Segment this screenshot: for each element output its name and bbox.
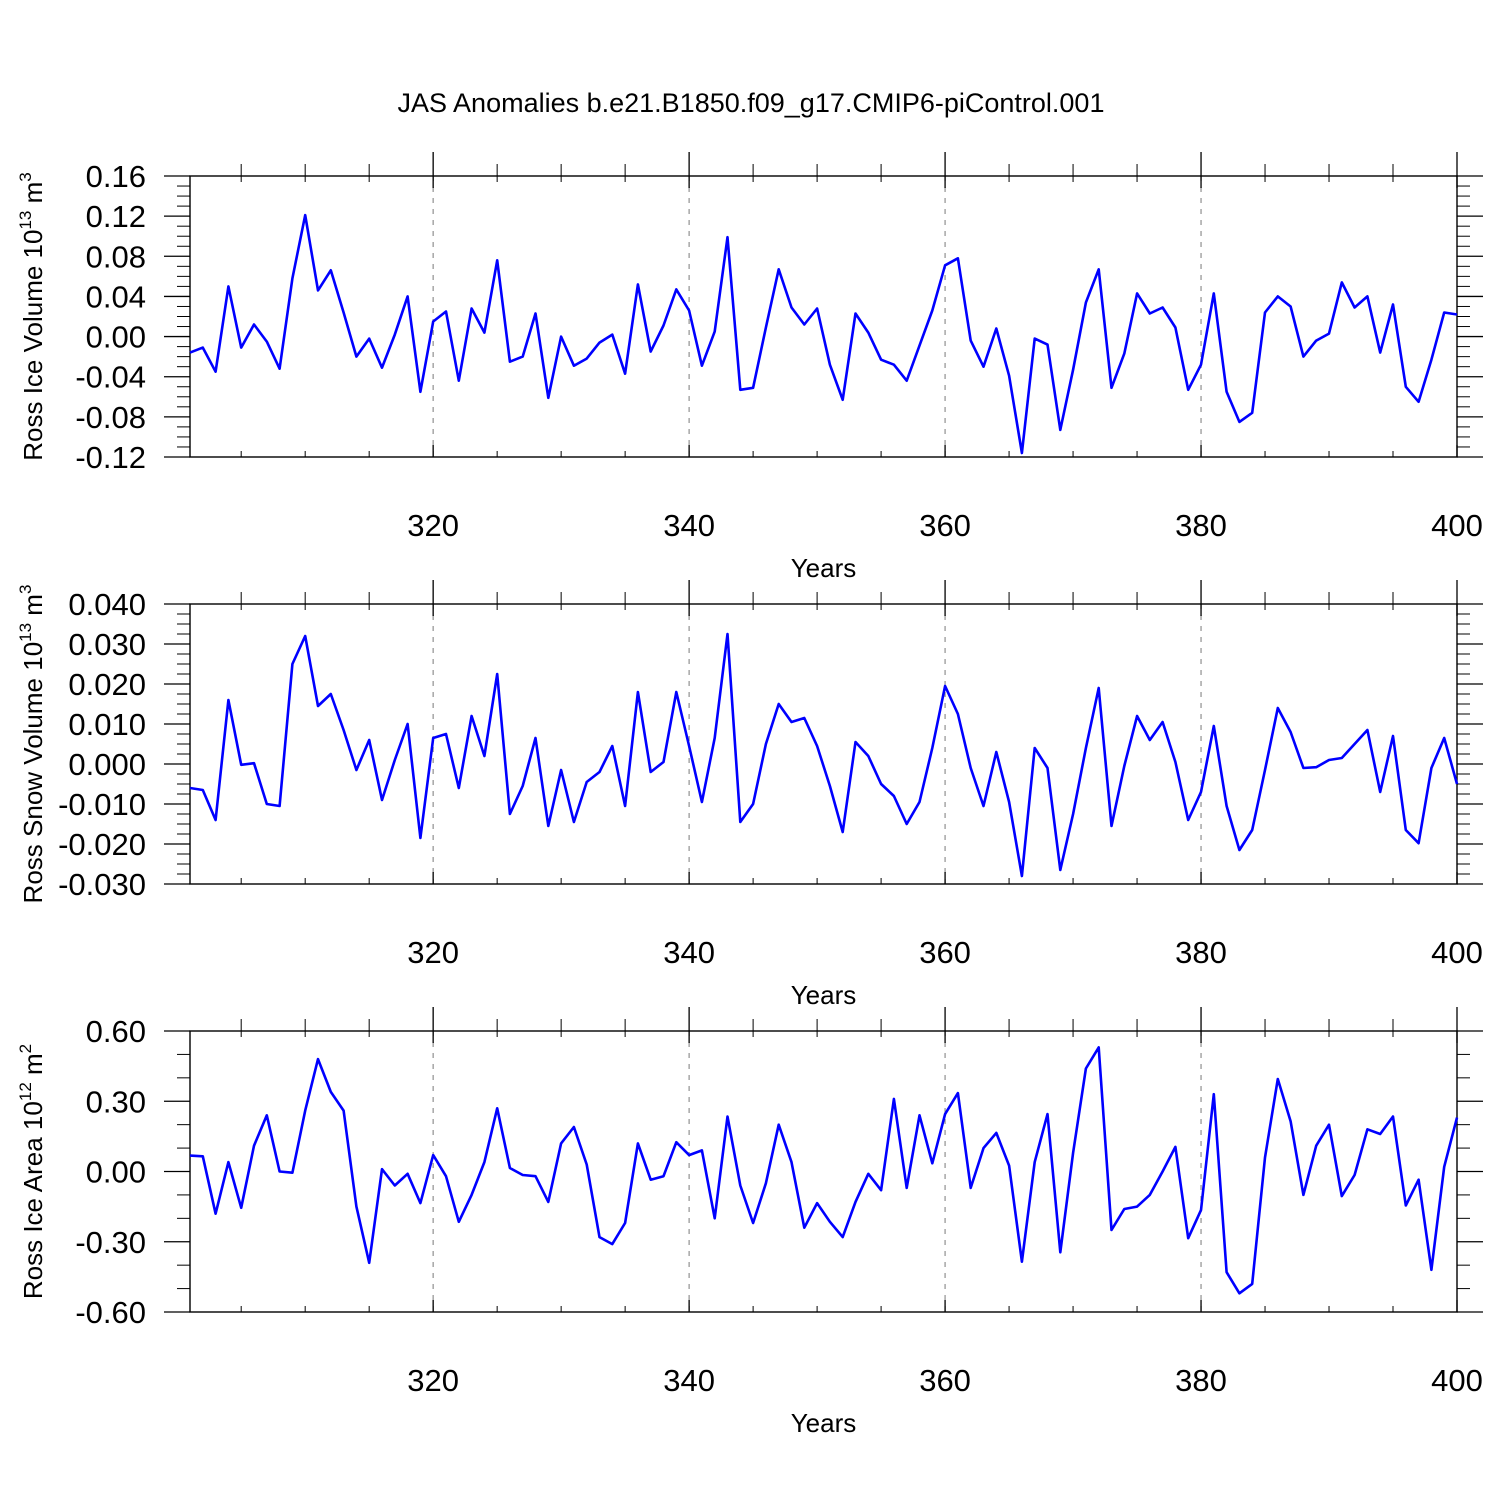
y-tick-label: -0.04 <box>75 360 146 395</box>
x-tick-label: 380 <box>1175 1363 1227 1398</box>
y-axis-label: Ross Ice Volume 1013 m3 <box>16 172 48 461</box>
y-tick-label: -0.030 <box>58 867 146 902</box>
y-tick-label: 0.030 <box>68 627 146 662</box>
y-tick-label: 0.16 <box>86 159 146 194</box>
y-tick-label: -0.020 <box>58 827 146 862</box>
x-tick-label: 320 <box>407 1363 459 1398</box>
x-tick-label: 320 <box>407 508 459 543</box>
x-tick-label: 400 <box>1431 508 1483 543</box>
y-tick-label: -0.60 <box>75 1295 146 1330</box>
y-tick-label: 0.12 <box>86 199 146 234</box>
y-tick-label: 0.020 <box>68 667 146 702</box>
series-line <box>189 213 1458 455</box>
y-tick-label: 0.04 <box>86 279 146 314</box>
x-axis-label: Years <box>791 980 857 1010</box>
y-tick-label: 0.00 <box>86 1155 146 1190</box>
y-axis-label: Ross Ice Area 1012 m2 <box>16 1044 48 1299</box>
series-line <box>189 632 1459 878</box>
y-tick-label: -0.30 <box>75 1225 146 1260</box>
y-tick-label: -0.08 <box>75 400 146 435</box>
x-tick-label: 340 <box>663 935 715 970</box>
chart-title: JAS Anomalies b.e21.B1850.f09_g17.CMIP6-… <box>398 88 1105 118</box>
x-tick-label: 340 <box>663 508 715 543</box>
y-tick-label: 0.00 <box>86 320 146 355</box>
y-tick-label: 0.000 <box>68 747 146 782</box>
y-tick-label: 0.040 <box>68 587 146 622</box>
panel-ice-area: -0.60 -0.30 0.00 0.30 0.60 320 340 360 380 400 Yea… <box>16 1007 1483 1438</box>
x-tick-label: 320 <box>407 935 459 970</box>
y-axis-label: Ross Snow Volume 1013 m3 <box>16 585 48 904</box>
y-tick-label: 0.30 <box>86 1084 146 1119</box>
plot-frame <box>189 1030 1458 1313</box>
y-tick-label: -0.010 <box>58 787 146 822</box>
panel-ice-volume: -0.12 -0.08 -0.04 0.00 0.04 0.08 0.12 0.16 320 34… <box>16 152 1483 583</box>
x-tick-label: 360 <box>919 508 971 543</box>
plot-frame <box>189 175 1458 458</box>
y-tick-label: 0.08 <box>86 239 146 274</box>
y-tick-label: -0.12 <box>75 440 146 475</box>
x-axis-label: Years <box>791 553 857 583</box>
series-line <box>189 1046 1459 1295</box>
y-tick-label: 0.60 <box>86 1014 146 1049</box>
x-axis-label: Years <box>791 1408 857 1438</box>
y-tick-label: 0.010 <box>68 707 146 742</box>
x-tick-label: 400 <box>1431 935 1483 970</box>
x-tick-label: 380 <box>1175 935 1227 970</box>
x-tick-label: 380 <box>1175 508 1227 543</box>
x-tick-label: 360 <box>919 935 971 970</box>
plot-frame <box>189 603 1458 885</box>
x-tick-label: 360 <box>919 1363 971 1398</box>
x-tick-label: 340 <box>663 1363 715 1398</box>
panel-snow-volume: -0.030 -0.020 -0.010 0.000 0.010 0.020 0.030 0.… <box>16 580 1483 1010</box>
x-tick-label: 400 <box>1431 1363 1483 1398</box>
